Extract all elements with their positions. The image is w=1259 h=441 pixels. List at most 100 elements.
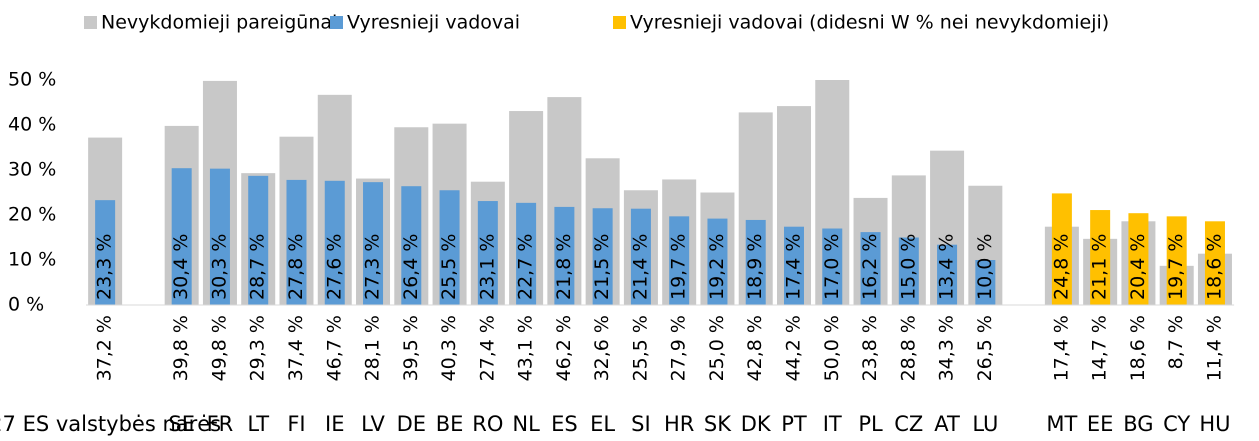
bar: [171, 168, 192, 305]
value-label: 29,3 %: [247, 315, 269, 381]
value-label: 18,6 %: [1203, 234, 1225, 300]
bar: [937, 244, 958, 305]
bar: [1204, 221, 1225, 305]
x-tick-label: SI: [631, 412, 651, 436]
bar: [592, 208, 613, 305]
value-label: 18,9 %: [744, 234, 766, 300]
value-label: 18,6 %: [1127, 315, 1149, 381]
x-tick-label: MT: [1046, 412, 1077, 436]
value-label: 43,1 %: [515, 315, 537, 381]
x-tick-label: PL: [858, 412, 883, 436]
y-tick-label: 0 %: [8, 294, 44, 316]
bar: [477, 201, 498, 305]
value-label: 39,5 %: [400, 315, 422, 381]
bar: [898, 237, 919, 305]
value-label: 46,7 %: [323, 315, 345, 381]
value-label: 28,7 %: [247, 234, 269, 300]
x-tick-label: PT: [781, 412, 807, 436]
value-label: 28,1 %: [362, 315, 384, 381]
x-tick-label: CZ: [894, 412, 923, 436]
value-label: 21,4 %: [629, 234, 651, 300]
value-label: 49,8 %: [208, 315, 230, 381]
y-tick-label: 40 %: [8, 114, 56, 136]
value-label: 21,5 %: [591, 234, 613, 300]
x-tick-label: CY: [1163, 412, 1190, 436]
value-label: 14,7 %: [1089, 315, 1111, 381]
bar: [975, 260, 996, 305]
value-label: 34,3 %: [936, 315, 958, 381]
value-label: 23,8 %: [859, 315, 881, 381]
x-tick-label: SK: [704, 412, 732, 436]
x-tick-label: HU: [1199, 412, 1230, 436]
x-tick-label: FI: [287, 412, 305, 436]
value-label: 23,1 %: [476, 234, 498, 300]
value-label: 27,4 %: [476, 315, 498, 381]
value-label: 37,2 %: [94, 315, 116, 381]
value-label: 27,6 %: [323, 234, 345, 300]
y-tick-label: 20 %: [8, 204, 56, 226]
bar: [707, 218, 728, 305]
x-tick-label: 27 ES valstybės narės: [0, 412, 221, 436]
value-label: 28,8 %: [897, 315, 919, 381]
x-tick-label: BG: [1123, 412, 1153, 436]
x-tick-label: HR: [664, 412, 694, 436]
legend-label: Vyresnieji vadovai: [347, 12, 520, 34]
value-label: 19,7 %: [668, 234, 690, 300]
value-label: 17,4 %: [782, 234, 804, 300]
value-label: 23,3 %: [94, 234, 116, 300]
value-label: 27,3 %: [362, 234, 384, 300]
bar: [248, 175, 269, 305]
value-label: 25,5 %: [629, 315, 651, 381]
value-label: 27,9 %: [668, 315, 690, 381]
bar: [209, 168, 230, 305]
bar: [630, 208, 651, 305]
value-label: 8,7 %: [1165, 315, 1187, 369]
value-label: 15,0 %: [897, 234, 919, 300]
x-tick-label: EL: [590, 412, 615, 436]
value-label: 44,2 %: [782, 315, 804, 381]
x-tick-label: LU: [972, 412, 998, 436]
value-label: 22,7 %: [515, 234, 537, 300]
value-label: 16,2 %: [859, 234, 881, 300]
value-label: 50,0 %: [821, 315, 843, 381]
value-label: 10,0 %: [974, 234, 996, 300]
x-tick-label: RO: [472, 412, 503, 436]
x-tick-label: LT: [247, 412, 269, 436]
value-label: 21,1 %: [1089, 234, 1111, 300]
bar: [1090, 210, 1111, 305]
value-label: 27,8 %: [285, 234, 307, 300]
value-label: 21,8 %: [553, 234, 575, 300]
value-label: 30,3 %: [208, 234, 230, 300]
y-tick-label: 10 %: [8, 249, 56, 271]
x-tick-label: BE: [436, 412, 464, 436]
x-tick-label: LV: [361, 412, 385, 436]
x-tick-label: DK: [741, 412, 772, 436]
bar: [363, 182, 384, 305]
value-label: 13,4 %: [936, 234, 958, 300]
value-label: 19,7 %: [1165, 234, 1187, 300]
value-label: 26,4 %: [400, 234, 422, 300]
value-label: 26,5 %: [974, 315, 996, 381]
bar: [1128, 213, 1149, 305]
x-tick-label: EE: [1087, 412, 1114, 436]
bar: [669, 216, 690, 305]
x-tick-label: IE: [325, 412, 344, 436]
value-label: 20,4 %: [1127, 234, 1149, 300]
x-tick-label: SE: [168, 412, 195, 436]
bar: [516, 202, 537, 305]
y-tick-label: 30 %: [8, 159, 56, 181]
bar: [822, 228, 843, 305]
bar: [745, 219, 766, 305]
legend-label: Vyresnieji vadovai (didesni W % nei nevy…: [630, 12, 1109, 34]
x-tick-label: IT: [823, 412, 842, 436]
value-label: 17,0 %: [821, 234, 843, 300]
y-tick-label: 50 %: [8, 69, 56, 91]
bar: [554, 206, 575, 305]
bar: [401, 186, 422, 305]
value-label: 42,8 %: [744, 315, 766, 381]
bar: [1166, 216, 1187, 305]
value-label: 39,8 %: [170, 315, 192, 381]
value-label: 40,3 %: [438, 315, 460, 381]
value-label: 19,2 %: [706, 234, 728, 300]
legend-swatch: [84, 16, 97, 29]
